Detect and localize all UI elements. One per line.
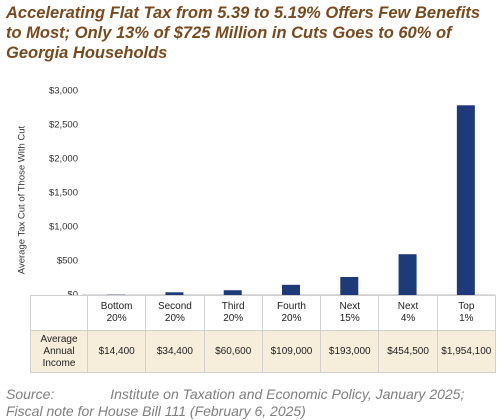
income-value: $454,500 <box>378 330 438 373</box>
x-tick-label: Third 20% <box>203 295 263 331</box>
income-value: $1,954,100 <box>436 330 496 373</box>
income-value: $14,400 <box>86 330 147 373</box>
bar <box>398 254 417 295</box>
bar <box>456 105 475 295</box>
bar <box>340 276 359 295</box>
y-tick-label: $1,000 <box>49 222 78 233</box>
income-table: Bottom 20% Second 20% Third 20% Fourth 20% N… <box>30 295 496 373</box>
source-label: Source: <box>6 386 55 402</box>
y-tick-label: $2,000 <box>49 154 78 165</box>
income-value: $193,000 <box>320 330 380 373</box>
bar <box>223 290 242 295</box>
y-tick-label: $1,500 <box>49 188 78 199</box>
bar <box>282 284 300 295</box>
x-tick-label: Fourth 20% <box>261 295 322 331</box>
chart-title: Accelerating Flat Tax from 5.39 to 5.19%… <box>6 4 481 62</box>
y-tick-label: $500 <box>57 256 78 267</box>
income-row: Average Annual Income $14,400 $34,400 $60,6… <box>30 330 496 373</box>
bar <box>165 292 184 295</box>
row-label: Average Annual Income <box>30 330 88 373</box>
x-tick-label: Next 15% <box>320 295 380 331</box>
y-axis-title: Average Tax Cut of Those With Cut <box>17 125 28 274</box>
x-tick-label: Next 4% <box>378 295 438 331</box>
x-tick-label: Second 20% <box>145 295 205 331</box>
income-value: $34,400 <box>145 330 205 373</box>
empty-cell <box>30 295 88 331</box>
x-tick-label: Bottom 20% <box>86 295 147 331</box>
y-tick-label: $3,000 <box>49 86 78 97</box>
income-value: $109,000 <box>261 330 322 373</box>
y-tick-label: $2,500 <box>49 120 78 131</box>
source-note: Source: Institute on Taxation and Economi… <box>6 386 498 420</box>
x-tick-label: Top 1% <box>436 295 496 331</box>
income-value: $60,600 <box>203 330 263 373</box>
category-row: Bottom 20% Second 20% Third 20% Fourth 20% N… <box>30 295 496 331</box>
source-text: Institute on Taxation and Economic Polic… <box>6 386 465 419</box>
